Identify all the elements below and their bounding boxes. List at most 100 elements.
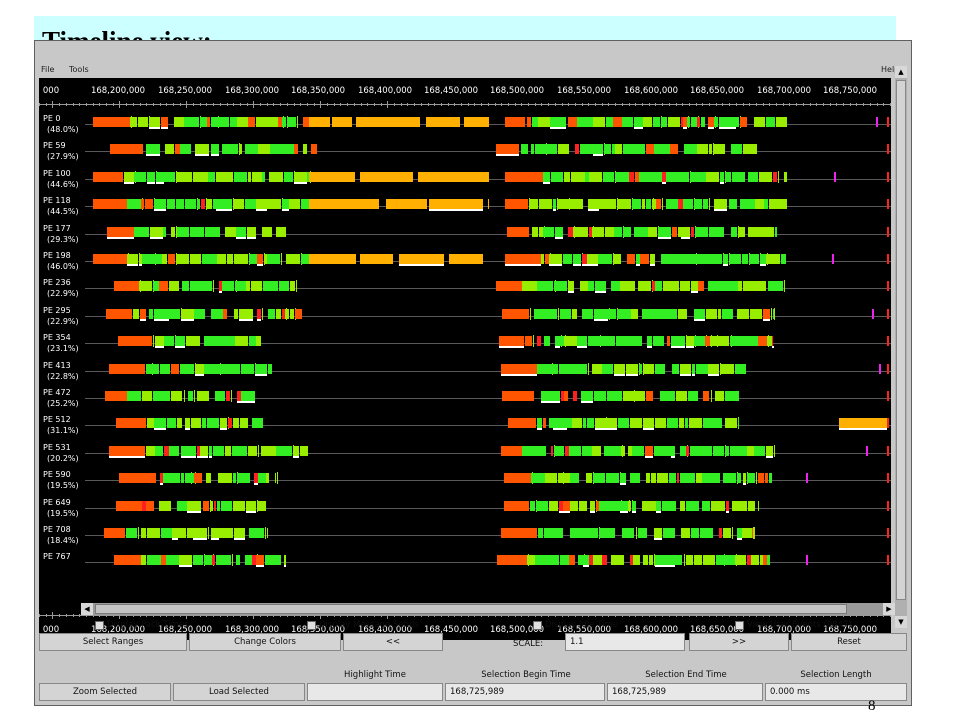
timeline-entry[interactable]	[194, 364, 204, 374]
timeline-entry[interactable]	[710, 473, 721, 483]
timeline-entry[interactable]	[604, 446, 621, 456]
timeline-entry[interactable]	[633, 227, 648, 237]
timeline-entry[interactable]	[719, 172, 725, 182]
timeline-entry[interactable]	[269, 172, 284, 182]
vertical-scroll-thumb[interactable]	[896, 80, 906, 600]
timeline-entry[interactable]	[300, 254, 309, 264]
timeline-entry[interactable]	[638, 281, 651, 291]
timeline-entry[interactable]	[661, 254, 678, 264]
timeline-entry[interactable]	[654, 446, 671, 456]
timeline-entry[interactable]	[746, 473, 756, 483]
timeline-entry[interactable]	[603, 144, 612, 154]
timeline-entry[interactable]	[222, 172, 234, 182]
timeline-entry[interactable]	[142, 254, 154, 264]
timeline-entry[interactable]	[180, 144, 192, 154]
timeline-entry[interactable]	[222, 144, 239, 154]
timeline-entry[interactable]	[181, 446, 196, 456]
timeline-entry[interactable]	[283, 172, 294, 182]
timeline-entry[interactable]	[563, 172, 571, 182]
timeline-entry[interactable]	[163, 446, 169, 456]
highlight-time-field[interactable]	[307, 683, 443, 701]
timeline-entry[interactable]	[307, 172, 309, 182]
timeline-entry[interactable]	[666, 172, 677, 182]
timeline-entry[interactable]	[645, 199, 652, 209]
timeline-entry[interactable]	[752, 528, 754, 538]
timeline-entry[interactable]	[646, 144, 654, 154]
timeline-entry[interactable]	[606, 391, 623, 401]
timeline-entry[interactable]	[235, 336, 249, 346]
timeline-entry[interactable]	[602, 172, 615, 182]
display-message-sends-checkbox[interactable]: Display Message Sends	[307, 620, 419, 630]
timeline-entry[interactable]	[175, 199, 185, 209]
timeline-entry[interactable]	[186, 528, 193, 538]
timeline-entry[interactable]	[743, 336, 758, 346]
timeline-entry[interactable]	[715, 391, 719, 401]
timeline-entry[interactable]	[567, 418, 572, 428]
timeline-entry[interactable]	[217, 117, 230, 127]
timeline-entry[interactable]	[593, 117, 605, 127]
timeline-entry[interactable]	[176, 418, 183, 428]
timeline-entry[interactable]	[141, 199, 145, 209]
timeline-entry[interactable]	[256, 199, 267, 209]
timeline-entry[interactable]	[270, 117, 278, 127]
timeline-entry[interactable]	[127, 254, 139, 264]
timeline-entry[interactable]	[499, 336, 525, 346]
timeline-entry[interactable]	[286, 117, 297, 127]
timeline-entry[interactable]	[645, 391, 653, 401]
timeline-entry[interactable]	[662, 501, 677, 511]
timeline-entry[interactable]	[209, 501, 214, 511]
timeline-entry[interactable]	[578, 555, 583, 565]
timeline-entry[interactable]	[213, 336, 229, 346]
timeline-entry[interactable]	[640, 144, 646, 154]
timeline-entry[interactable]	[178, 528, 187, 538]
zoom-selected-button[interactable]: Zoom Selected	[39, 683, 171, 701]
timeline-entry[interactable]	[747, 446, 754, 456]
timeline-entry[interactable]	[213, 446, 224, 456]
timeline-entry[interactable]	[585, 172, 589, 182]
timeline-entry[interactable]	[668, 473, 677, 483]
timeline-entry[interactable]	[631, 501, 637, 511]
timeline-entry[interactable]	[622, 117, 634, 127]
timeline-entry[interactable]	[594, 418, 605, 428]
timeline-entry[interactable]	[663, 281, 674, 291]
timeline-entry[interactable]	[233, 528, 245, 538]
timeline-entry[interactable]	[615, 336, 630, 346]
timeline-entry[interactable]	[630, 473, 640, 483]
timeline-entry[interactable]	[735, 364, 746, 374]
timeline-entry[interactable]	[536, 418, 543, 428]
timeline-entry[interactable]	[605, 117, 613, 127]
timeline-entry[interactable]	[552, 199, 556, 209]
timeline-entry[interactable]	[501, 364, 537, 374]
timeline-entry[interactable]	[625, 364, 639, 374]
timeline-entry[interactable]	[655, 281, 663, 291]
timeline-entry[interactable]	[487, 199, 489, 209]
timeline-entry[interactable]	[219, 418, 228, 428]
timeline-entry[interactable]	[153, 199, 167, 209]
timeline-entry[interactable]	[652, 336, 665, 346]
timeline-entry[interactable]	[222, 281, 235, 291]
timeline-entry[interactable]	[581, 309, 594, 319]
timeline-entry[interactable]	[762, 309, 770, 319]
timeline-entry[interactable]	[166, 555, 179, 565]
timeline-entry[interactable]	[141, 555, 147, 565]
timeline-entry[interactable]	[687, 391, 699, 401]
timeline-entry[interactable]	[160, 473, 163, 483]
timeline-entry[interactable]	[504, 501, 529, 511]
timeline-entry[interactable]	[299, 446, 308, 456]
timeline-entry[interactable]	[767, 555, 770, 565]
timeline-entry[interactable]	[629, 172, 635, 182]
timeline-entry[interactable]	[747, 172, 759, 182]
timeline-entry[interactable]	[233, 309, 239, 319]
timeline-entry[interactable]	[309, 254, 356, 264]
timeline-entry[interactable]	[134, 227, 150, 237]
timeline-entry[interactable]	[226, 254, 234, 264]
timeline-entry[interactable]	[583, 418, 587, 428]
timeline-entry[interactable]	[256, 336, 261, 346]
timeline-entry[interactable]	[521, 144, 528, 154]
timeline-entry[interactable]	[145, 364, 151, 374]
timeline-entry[interactable]	[654, 418, 667, 428]
timeline-entry[interactable]	[216, 501, 220, 511]
timeline-entry[interactable]	[223, 309, 227, 319]
timeline-entry[interactable]	[752, 281, 766, 291]
timeline-entry[interactable]	[640, 254, 649, 264]
